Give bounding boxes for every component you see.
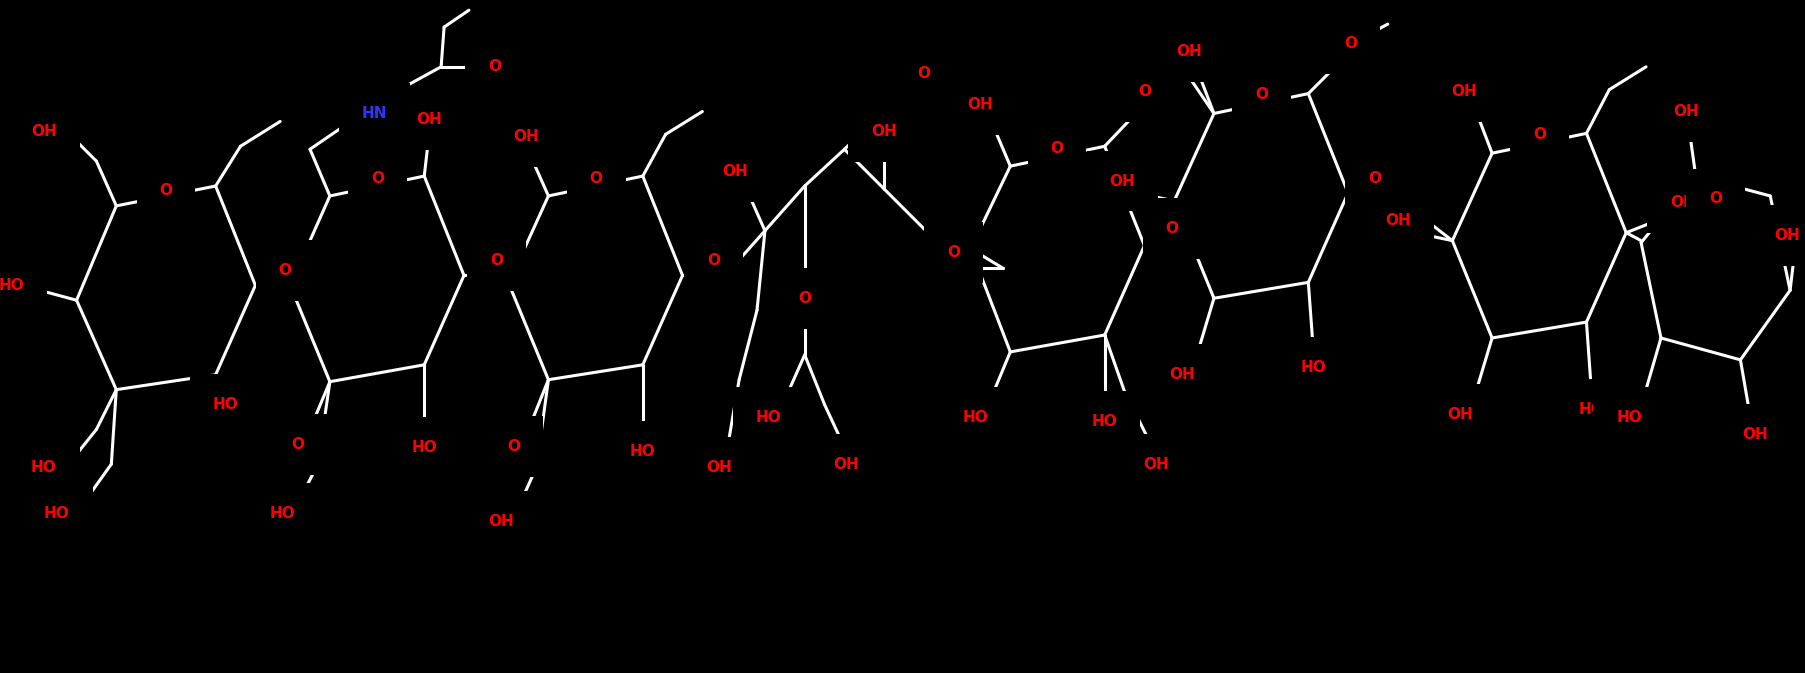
Text: O: O <box>372 170 384 186</box>
Text: O: O <box>590 170 603 186</box>
Text: O: O <box>1345 36 1357 51</box>
Text: HO: HO <box>1579 402 1605 417</box>
Text: O: O <box>489 59 502 74</box>
Text: OH: OH <box>1384 213 1410 228</box>
Text: OH: OH <box>1673 104 1699 119</box>
Text: OH: OH <box>967 97 993 112</box>
Text: OH: OH <box>417 112 442 127</box>
Text: O: O <box>1368 170 1381 186</box>
Text: HO: HO <box>466 495 491 509</box>
Text: O: O <box>278 263 292 278</box>
Text: O: O <box>507 439 520 454</box>
Text: HO: HO <box>1092 414 1117 429</box>
Text: O: O <box>1137 84 1152 99</box>
Text: OH: OH <box>1143 457 1170 472</box>
Text: HO: HO <box>253 487 278 501</box>
Text: O: O <box>917 66 930 81</box>
Text: HO: HO <box>43 506 70 522</box>
Text: OH: OH <box>514 129 540 144</box>
Text: HO: HO <box>630 444 655 459</box>
Text: OH: OH <box>487 514 514 529</box>
Text: O: O <box>159 184 173 199</box>
Text: OH: OH <box>722 164 747 178</box>
Text: OH: OH <box>1670 195 1695 211</box>
Text: O: O <box>1254 87 1269 102</box>
Text: HO: HO <box>1300 360 1327 376</box>
Text: HO: HO <box>412 439 437 455</box>
Text: O: O <box>1532 127 1547 142</box>
Text: O: O <box>1166 221 1179 236</box>
Text: OH: OH <box>1742 427 1769 442</box>
Text: OH: OH <box>1774 228 1800 243</box>
Text: OH: OH <box>1451 84 1476 99</box>
Text: O: O <box>491 253 504 268</box>
Text: O: O <box>1051 141 1063 155</box>
Text: O: O <box>708 253 720 268</box>
Text: OH: OH <box>1170 367 1195 382</box>
Text: OH: OH <box>872 124 897 139</box>
Text: HO: HO <box>269 506 294 522</box>
Text: OH: OH <box>1448 407 1473 422</box>
Text: HO: HO <box>31 460 56 474</box>
Text: O: O <box>948 245 960 260</box>
Text: O: O <box>798 291 810 306</box>
Text: HO: HO <box>756 410 782 425</box>
Text: OH: OH <box>1110 174 1135 188</box>
Text: OH: OH <box>834 457 859 472</box>
Text: O: O <box>292 437 305 452</box>
Text: O: O <box>1709 191 1722 207</box>
Text: OH: OH <box>31 124 56 139</box>
Text: HO: HO <box>213 397 238 412</box>
Text: HO: HO <box>962 410 989 425</box>
Text: OH: OH <box>1177 44 1202 59</box>
Text: HO: HO <box>1615 410 1643 425</box>
Text: HO: HO <box>0 278 23 293</box>
Text: OH: OH <box>706 460 733 474</box>
Text: HN: HN <box>361 106 386 121</box>
